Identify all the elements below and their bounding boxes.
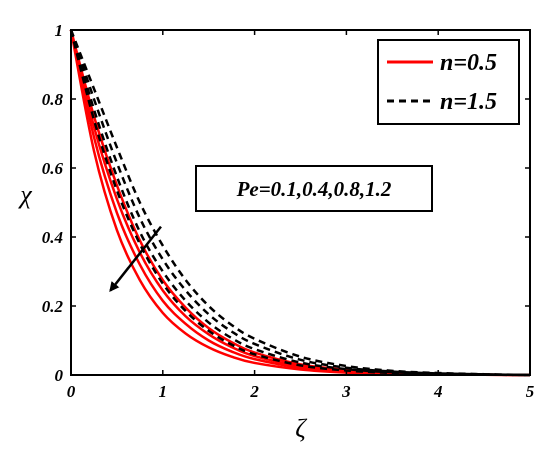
y-axis-label: χ [17, 180, 32, 209]
x-tick-label: 0 [67, 382, 76, 401]
legend-label-n05: n=0.5 [440, 50, 497, 76]
x-tick-label: 5 [526, 382, 535, 401]
series-line-n15-2 [69, 29, 531, 377]
x-tick-label: 4 [433, 382, 443, 401]
series-layer [69, 29, 531, 377]
x-tick-label: 3 [341, 382, 351, 401]
y-tick-label: 0 [55, 366, 64, 385]
x-axis-label: ζ [295, 414, 307, 443]
legend: n=0.5 n=1.5 [377, 39, 520, 125]
plot-frame [70, 29, 531, 376]
annotation-box [195, 165, 433, 212]
series-line-n15-4 [69, 29, 531, 377]
y-tick-label: 0.8 [42, 90, 64, 109]
x-tick-label: 2 [249, 382, 259, 401]
y-tick-label: 0.2 [42, 297, 64, 316]
legend-box [377, 39, 520, 125]
y-tick-label: 0.6 [42, 159, 64, 178]
y-tick-label: 1 [55, 21, 64, 40]
pe-annotation: Pe=0.1,0.4,0.8,1.2 [109, 165, 433, 293]
legend-label-n15: n=1.5 [440, 89, 497, 115]
annotation-text: Pe=0.1,0.4,0.8,1.2 [236, 177, 392, 201]
y-tick-label: 0.4 [42, 228, 63, 247]
x-tick-label: 1 [159, 382, 168, 401]
annotation-arrow [109, 225, 162, 293]
